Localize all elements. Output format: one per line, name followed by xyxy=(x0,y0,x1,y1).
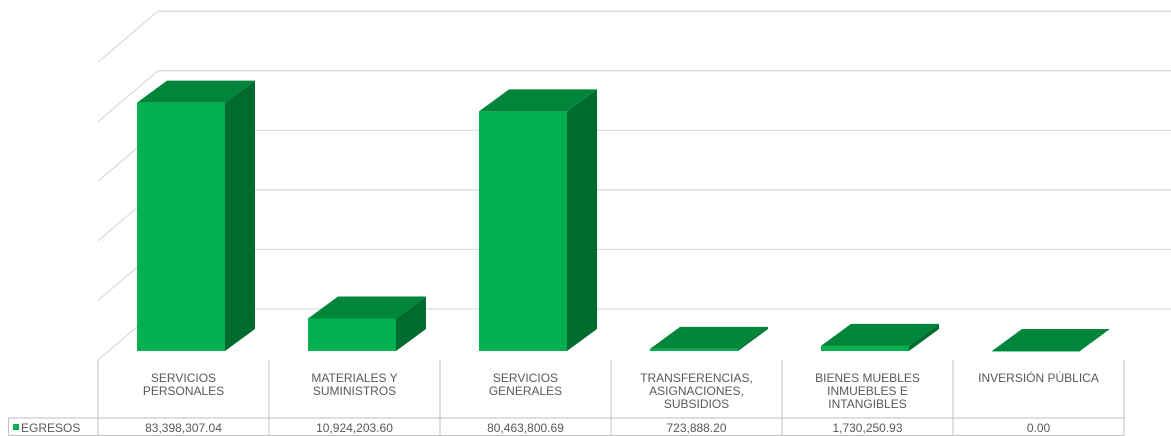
value-label: 723,888.20 xyxy=(666,421,726,435)
bar-side xyxy=(909,323,939,351)
bar xyxy=(650,326,768,351)
category-label: MATERIALES Y SUMINISTROS xyxy=(311,371,397,398)
bar xyxy=(992,329,1110,352)
category-label-line: SUMINISTROS xyxy=(313,384,396,398)
bar-top xyxy=(479,89,597,112)
bar xyxy=(479,89,597,352)
category-label-line: PERSONALES xyxy=(143,384,224,398)
category-label-line: INTANGIBLES xyxy=(828,397,906,411)
legend-label: EGRESOS xyxy=(21,421,80,435)
bar-top xyxy=(821,323,939,346)
bar-front xyxy=(479,111,567,351)
category-label-line: SERVICIOS xyxy=(493,371,558,385)
legend-swatch xyxy=(13,424,19,430)
category-label: SERVICIOS PERSONALES xyxy=(143,371,224,398)
category-label-line: BIENES MUEBLES xyxy=(815,371,920,385)
bar-side xyxy=(225,80,255,351)
bar-side xyxy=(567,89,597,352)
bar-front xyxy=(137,102,225,351)
category-label-line: GENERALES xyxy=(489,384,562,398)
value-label: 1,730,250.93 xyxy=(832,421,902,435)
category-label: BIENES MUEBLES INMUEBLES E INTANGIBLES xyxy=(815,371,920,411)
bar-top xyxy=(308,296,426,319)
gridline-depth xyxy=(97,10,159,63)
bar xyxy=(308,296,426,351)
category-label-line: INMUEBLES E xyxy=(827,384,908,398)
category-label-line: ASIGNACIONES, xyxy=(649,384,744,398)
bar-front xyxy=(308,318,396,351)
bar xyxy=(137,80,255,351)
bars xyxy=(137,80,1110,352)
bar-side xyxy=(738,326,768,351)
gridline-depth xyxy=(97,70,159,123)
value-label: 80,463,800.69 xyxy=(487,421,564,435)
value-label: 83,398,307.04 xyxy=(145,421,222,435)
bar-top xyxy=(650,326,768,349)
bar-side xyxy=(396,296,426,351)
category-label: TRANSFERENCIAS, ASIGNACIONES, SUBSIDIOS xyxy=(640,371,753,411)
category-label-line: INVERSIÓN PÚBLICA xyxy=(978,370,1099,385)
bar xyxy=(821,323,939,351)
category-label-line: SUBSIDIOS xyxy=(664,397,729,411)
gridlines xyxy=(97,10,1171,361)
value-label: 10,924,203.60 xyxy=(316,421,393,435)
bar-top xyxy=(137,80,255,103)
category-label-line: TRANSFERENCIAS, xyxy=(640,371,753,385)
bar-front xyxy=(650,348,738,351)
category-label-line: MATERIALES Y xyxy=(311,371,397,385)
category-label: INVERSIÓN PÚBLICA xyxy=(978,370,1099,385)
value-label: 0.00 xyxy=(1027,421,1051,435)
bar-front xyxy=(992,351,1080,352)
bar-top xyxy=(992,329,1110,351)
category-label: SERVICIOS GENERALES xyxy=(489,371,562,398)
category-label-line: SERVICIOS xyxy=(151,371,216,385)
bar-front xyxy=(821,345,909,351)
